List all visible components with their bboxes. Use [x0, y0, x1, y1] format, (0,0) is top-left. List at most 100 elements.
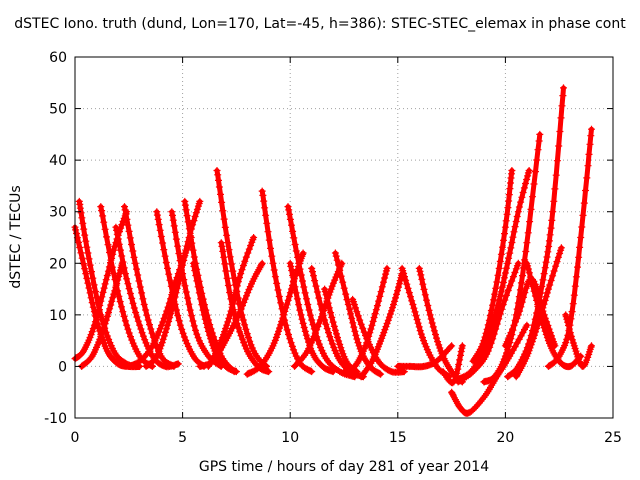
data-point-plus	[120, 264, 128, 272]
data-point-plus	[227, 295, 235, 303]
data-point-plus	[172, 289, 180, 297]
data-point-plus	[492, 325, 500, 333]
data-point-plus	[243, 292, 250, 300]
data-point-plus	[520, 293, 527, 301]
data-point-plus	[367, 325, 375, 333]
data-point-plus	[411, 308, 419, 316]
data-point-plus	[501, 269, 509, 277]
data-point-plus	[178, 266, 185, 274]
data-point-plus	[550, 197, 558, 205]
data-point-plus	[381, 274, 389, 282]
data-point-plus	[265, 368, 273, 376]
data-point-plus	[182, 288, 190, 296]
data-point-plus	[331, 276, 339, 284]
data-point-plus	[522, 248, 530, 255]
data-point-plus	[420, 285, 428, 293]
data-point-plus	[407, 293, 414, 301]
data-point-plus	[156, 325, 164, 333]
data-point-plus	[254, 354, 262, 362]
data-point-plus	[155, 221, 163, 229]
data-point-plus	[300, 324, 308, 331]
data-point-plus	[524, 262, 532, 270]
data-point-plus	[376, 292, 384, 300]
data-point-plus	[413, 316, 421, 323]
data-point-plus	[540, 270, 548, 278]
data-point-plus	[541, 264, 549, 272]
data-point-plus	[186, 306, 194, 314]
data-point-plus	[501, 296, 509, 304]
data-point-plus	[550, 267, 558, 275]
data-point-plus	[334, 261, 342, 269]
data-point-plus	[118, 252, 126, 260]
data-point-plus	[532, 328, 539, 336]
y-tick-label: 10	[49, 308, 67, 324]
data-point-plus	[519, 189, 527, 196]
data-point-plus	[123, 275, 131, 283]
data-point-plus	[240, 298, 248, 306]
data-point-plus	[480, 337, 488, 345]
data-point-plus	[327, 336, 335, 344]
data-point-plus	[228, 301, 236, 308]
data-point-plus	[128, 241, 135, 248]
data-point-plus	[156, 345, 164, 353]
data-point-plus	[308, 264, 316, 272]
data-point-plus	[380, 278, 387, 286]
data-point-plus	[220, 331, 227, 339]
data-point-plus	[383, 320, 391, 327]
data-point-plus	[188, 239, 196, 247]
data-point-plus	[334, 334, 341, 341]
data-point-plus	[151, 356, 158, 364]
data-point-plus	[129, 339, 137, 347]
data-point-plus	[479, 340, 487, 348]
data-point-plus	[111, 242, 119, 250]
data-point-plus	[390, 301, 397, 308]
data-point-plus	[314, 337, 322, 345]
data-point-plus	[79, 260, 87, 268]
data-point-plus	[349, 319, 357, 327]
data-point-plus	[224, 239, 232, 247]
data-point-plus	[484, 321, 492, 329]
data-point-plus	[139, 295, 147, 303]
data-point-plus	[517, 303, 525, 311]
data-point-plus	[504, 335, 512, 343]
data-point-plus	[415, 323, 423, 331]
data-point-plus	[453, 369, 461, 377]
data-point-plus	[486, 312, 494, 319]
data-point-plus	[116, 298, 124, 306]
data-point-plus	[241, 257, 249, 265]
data-point-plus	[531, 331, 538, 339]
data-point-plus	[428, 319, 436, 327]
data-point-plus	[404, 284, 412, 292]
data-point-plus	[161, 328, 169, 336]
data-point-plus	[103, 332, 111, 340]
data-point-plus	[353, 368, 361, 376]
data-point-plus	[118, 303, 125, 311]
data-point-plus	[375, 297, 383, 305]
data-point-plus	[556, 128, 564, 135]
plot-frame	[74, 56, 614, 419]
data-point-plus	[139, 332, 147, 340]
data-point-plus	[315, 340, 323, 348]
data-point-plus	[148, 329, 156, 337]
data-point-plus	[204, 360, 212, 368]
data-point-plus	[524, 265, 532, 273]
data-point-plus	[185, 225, 193, 233]
data-point-plus	[305, 306, 313, 314]
data-point-plus	[362, 332, 369, 339]
data-point-plus	[124, 280, 132, 288]
data-point-plus	[101, 320, 109, 328]
data-point-plus	[112, 281, 120, 289]
data-point-plus	[514, 370, 522, 378]
data-point-plus	[262, 211, 270, 219]
data-point-plus	[506, 282, 514, 290]
data-point-plus	[102, 316, 110, 324]
data-point-plus	[76, 204, 84, 212]
data-point-plus	[489, 301, 496, 309]
data-point-plus	[239, 262, 247, 269]
data-point-plus	[98, 207, 106, 215]
data-point-plus	[509, 233, 517, 241]
data-point-plus	[412, 312, 420, 320]
data-point-plus	[354, 312, 362, 320]
data-point-plus	[339, 278, 347, 286]
data-point-plus	[405, 289, 413, 297]
